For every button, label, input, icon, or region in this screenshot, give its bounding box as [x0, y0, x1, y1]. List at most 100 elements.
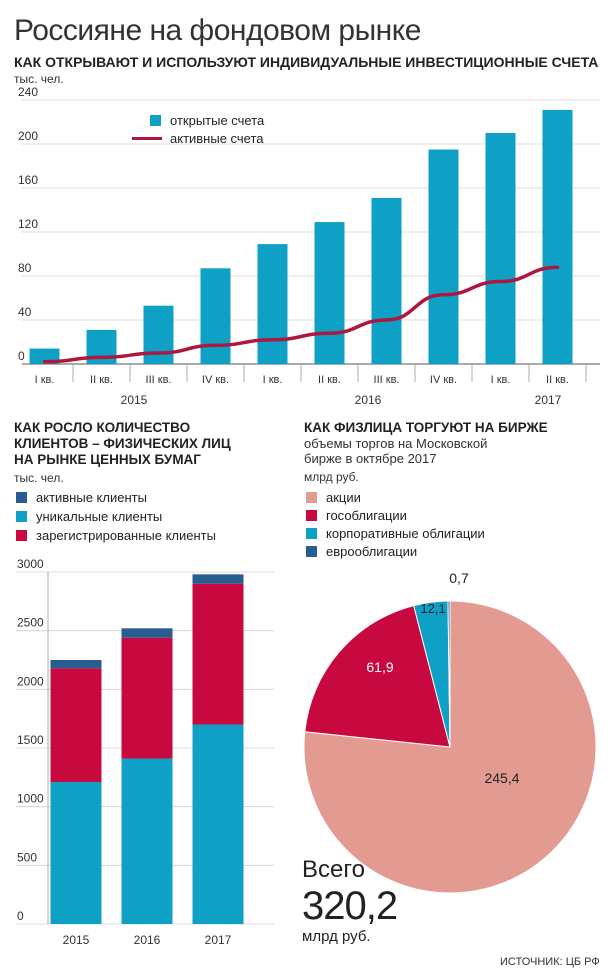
- trading-chart-subtitle-line-2: бирже в октябре 2017: [304, 451, 437, 466]
- legend-active-accounts: активные счета: [132, 131, 264, 146]
- clients-chart-x-ticks: 2015 2016 2017: [63, 933, 232, 947]
- y-tick-label: 500: [17, 850, 37, 864]
- page-title: Россияне на фондовом рынке: [14, 14, 421, 47]
- legend-label-active-clients: активные клиенты: [36, 490, 147, 505]
- clients-chart-title-line-3: НА РЫНКЕ ЦЕННЫХ БУМАГ: [14, 452, 201, 467]
- iis-chart-title: КАК ОТКРЫВАЮТ И ИСПОЛЬЗУЮТ ИНДИВИДУАЛЬНЫ…: [14, 54, 599, 70]
- pie-slice-eurobonds: [447, 600, 451, 748]
- bar-open-accounts: [485, 133, 516, 364]
- bar-unique-clients: [121, 758, 173, 924]
- x-tick-label: I кв.: [35, 374, 55, 386]
- x-tick-label: III кв.: [374, 374, 400, 386]
- bar-open-accounts: [542, 109, 573, 365]
- y-tick-label: 120: [18, 217, 38, 231]
- legend-corp-bonds: корпоративные облигации: [306, 526, 485, 541]
- bar-active-clients: [192, 574, 244, 584]
- trading-chart-subtitle: объемы торгов на Московской бирже в октя…: [304, 436, 487, 466]
- legend-label-corp-bonds: корпоративные облигации: [326, 526, 485, 541]
- bar-open-accounts: [257, 244, 288, 364]
- legend-swatch-stocks: [306, 492, 317, 503]
- y-tick-label: 240: [18, 85, 38, 99]
- legend-swatch-unique-clients: [16, 511, 27, 522]
- y-tick-label: 2000: [17, 674, 44, 688]
- x-tick-label: III кв.: [146, 374, 172, 386]
- legend-stocks: акции: [306, 490, 361, 505]
- total-unit: млрд руб.: [302, 928, 371, 945]
- clients-chart-title-line-1: КАК РОСЛО КОЛИЧЕСТВО: [14, 420, 191, 435]
- y-tick-label: 3000: [17, 557, 44, 571]
- bar-registered-clients: [50, 668, 102, 783]
- y-tick-label: 160: [18, 173, 38, 187]
- legend-swatch-eurobonds: [306, 546, 317, 557]
- clients-chart-title-line-2: КЛИЕНТОВ – ФИЗИЧЕСКИХ ЛИЦ: [14, 436, 231, 451]
- bar-active-clients: [121, 628, 173, 638]
- y-tick-label: 200: [18, 129, 38, 143]
- line-active-accounts: [42, 265, 560, 364]
- bar-unique-clients: [192, 724, 244, 924]
- bar-open-accounts: [371, 197, 402, 364]
- legend-swatch-corp-bonds: [306, 528, 317, 539]
- legend-label-active-accounts: активные счета: [170, 131, 264, 146]
- x-tick-label: I кв.: [491, 374, 511, 386]
- trading-chart-unit: млрд руб.: [304, 470, 359, 484]
- clients-chart-bars: [50, 574, 244, 924]
- bar-open-accounts: [428, 149, 459, 364]
- pie-label-eurobonds: 0,7: [449, 570, 469, 586]
- legend-active-clients: активные клиенты: [16, 490, 147, 505]
- legend-unique-clients: уникальные клиенты: [16, 509, 162, 524]
- iis-chart-line: [42, 265, 560, 364]
- bar-registered-clients: [192, 583, 244, 725]
- x-tick-label: II кв.: [90, 374, 113, 386]
- pie-slices: [303, 600, 597, 894]
- y-tick-label: 80: [18, 261, 32, 275]
- bar-open-accounts: [314, 222, 345, 364]
- y-tick-label: 1000: [17, 792, 44, 806]
- y-tick-label: 2500: [17, 616, 44, 630]
- total-label: Всего: [302, 856, 365, 883]
- year-label: 2017: [535, 393, 562, 407]
- year-label: 2016: [355, 393, 382, 407]
- trading-chart-subtitle-line-1: объемы торгов на Московской: [304, 436, 488, 451]
- x-tick-label: II кв.: [546, 374, 569, 386]
- x-tick-label: I кв.: [263, 374, 283, 386]
- y-tick-label: 40: [18, 305, 32, 319]
- clients-chart-unit: тыс. чел.: [14, 471, 64, 485]
- legend-swatch-open-accounts: [150, 115, 161, 126]
- iis-chart-unit: тыс. чел.: [14, 72, 64, 86]
- legend-eurobonds: еврооблигации: [306, 544, 417, 559]
- total-value: 320,2: [302, 884, 398, 928]
- bar-registered-clients: [121, 637, 173, 759]
- iis-chart-years: 2015 2016 2017: [121, 393, 562, 407]
- x-tick-label: 2017: [205, 933, 232, 947]
- source-note: ИСТОЧНИК: ЦБ РФ: [500, 956, 600, 968]
- bar-unique-clients: [50, 782, 102, 924]
- legend-label-gov-bonds: гособлигации: [326, 508, 407, 523]
- iis-accounts-chart: 0 40 80 120 160 200 240 I кв. II кв. III кв. IV к…: [18, 85, 600, 407]
- pie-label-gov-bonds: 61,9: [366, 659, 393, 675]
- x-tick-label: 2016: [134, 933, 161, 947]
- legend-swatch-active-clients: [16, 492, 27, 503]
- bar-active-clients: [50, 660, 102, 669]
- iis-chart-y-ticks: 0 40 80 120 160 200 240: [18, 85, 38, 363]
- legend-swatch-registered-clients: [16, 530, 27, 541]
- clients-chart-y-ticks: 0 500 1000 1500 2000 2500 3000: [17, 557, 44, 923]
- legend-label-unique-clients: уникальные клиенты: [36, 509, 163, 524]
- iis-chart-x-ticks: I кв. II кв. III кв. IV кв. I кв. II кв. III к…: [35, 364, 587, 386]
- pie-labels: 245,4 61,9 12,1 0,7: [366, 570, 519, 786]
- legend-label-stocks: акции: [326, 490, 361, 505]
- pie-label-stocks: 245,4: [484, 770, 519, 786]
- x-tick-label: II кв.: [318, 374, 341, 386]
- legend-line-active-accounts: [132, 137, 162, 140]
- legend-label-eurobonds: еврооблигации: [326, 544, 418, 559]
- clients-chart-title: КАК РОСЛО КОЛИЧЕСТВО КЛИЕНТОВ – ФИЗИЧЕСК…: [14, 420, 231, 468]
- y-tick-label: 0: [17, 909, 24, 923]
- pie-slice-gov-bonds: [304, 604, 451, 748]
- x-tick-label: 2015: [63, 933, 90, 947]
- legend-registered-clients: зарегистрированные клиенты: [16, 528, 216, 543]
- year-label: 2015: [121, 393, 148, 407]
- legend-open-accounts: открытые счета: [150, 113, 264, 128]
- trading-chart-title: КАК ФИЗЛИЦА ТОРГУЮТ НА БИРЖЕ: [304, 420, 548, 435]
- pie-label-corp-bonds: 12,1: [420, 601, 445, 616]
